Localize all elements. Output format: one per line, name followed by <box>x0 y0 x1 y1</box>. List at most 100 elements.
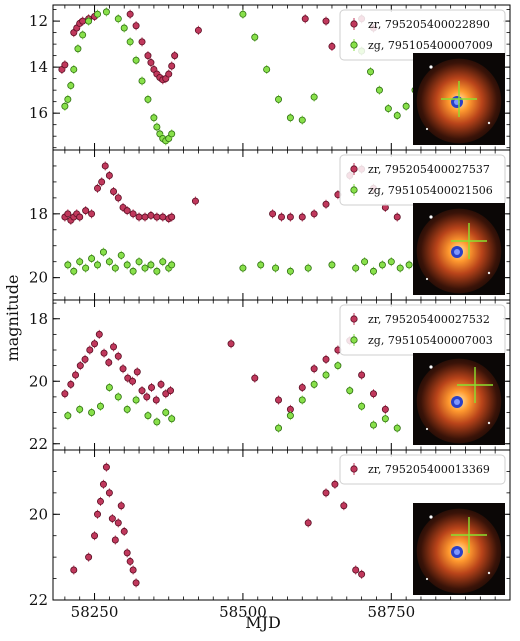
y-tick-label: 20 <box>29 505 48 523</box>
data-point-zr <box>171 52 179 60</box>
data-point-zr <box>88 210 96 218</box>
data-point-zg <box>393 424 401 432</box>
data-point-zr <box>328 42 336 50</box>
data-point-zg <box>141 264 149 272</box>
data-point-zr <box>126 10 134 18</box>
data-point-zg <box>120 24 128 32</box>
data-point-zr <box>322 489 330 497</box>
panel-2: 18 20 zr, 795205400027537 zg, 7951054000215… <box>29 149 511 301</box>
data-point-zg <box>322 371 330 379</box>
data-point-zg <box>117 251 125 259</box>
data-point-zg <box>138 77 146 85</box>
data-point-zg <box>358 402 366 410</box>
data-point-zr <box>143 393 151 401</box>
data-point-zr <box>105 172 113 180</box>
data-point-zg <box>74 45 82 53</box>
data-point-zg <box>272 264 280 272</box>
data-point-zr <box>101 162 109 170</box>
data-point-zg <box>375 86 383 94</box>
data-point-zr <box>119 365 127 373</box>
data-point-zr <box>110 187 118 195</box>
data-point-zr <box>358 570 366 578</box>
data-point-zr <box>76 213 84 221</box>
data-point-zr <box>61 390 69 398</box>
data-point-zr <box>194 26 202 34</box>
data-point-zr <box>144 52 152 60</box>
legend-marker-zr <box>350 315 358 323</box>
data-point-zg <box>105 258 113 266</box>
data-point-zr <box>114 519 122 527</box>
data-point-zg <box>168 130 176 138</box>
data-point-zr <box>110 343 118 351</box>
data-point-zr <box>322 17 330 25</box>
data-point-zg <box>114 393 122 401</box>
data-point-zr <box>95 330 103 338</box>
data-point-zr <box>340 502 348 510</box>
data-point-zr <box>108 515 116 523</box>
data-point-zr <box>117 502 125 510</box>
legend-marker-zr <box>350 20 358 28</box>
x-tick-label: 58500 <box>219 603 267 621</box>
data-point-zr <box>138 38 146 46</box>
data-point-zr <box>133 368 141 376</box>
data-point-zg <box>70 65 78 73</box>
legend-label: zg, 795105400007009 <box>368 39 493 52</box>
data-point-zg <box>114 15 122 23</box>
data-point-zg <box>99 248 107 256</box>
data-point-zg <box>82 264 90 272</box>
data-point-zg <box>286 267 294 275</box>
data-point-zr <box>64 210 72 218</box>
data-point-zr <box>141 213 149 221</box>
data-point-zg <box>298 396 306 404</box>
data-point-zr <box>298 383 306 391</box>
data-point-zr <box>322 200 330 208</box>
data-point-zg <box>263 65 271 73</box>
legend-label: zr, 795205400022890 <box>368 18 490 31</box>
data-point-zg <box>85 17 93 25</box>
data-point-zg <box>123 405 131 413</box>
data-point-zg <box>367 68 375 76</box>
data-point-zr <box>123 207 131 215</box>
data-point-zr <box>129 566 137 574</box>
x-tick-label: 58750 <box>367 603 415 621</box>
x-axis-label: MJD <box>245 613 281 632</box>
data-point-zr <box>157 380 165 388</box>
inset-thumbnail-image <box>413 503 505 595</box>
data-point-zg <box>298 116 306 124</box>
data-point-zr <box>152 396 160 404</box>
data-point-zr <box>86 346 94 354</box>
data-point-zr <box>147 211 155 219</box>
data-point-zr <box>91 340 99 348</box>
legend-marker-zg <box>350 186 358 194</box>
panel-3: 18 20 22 zr, 795205400027532 zg, 79510540000… <box>29 299 511 453</box>
data-point-zr <box>61 61 69 69</box>
data-point-zr <box>105 489 113 497</box>
data-point-zg <box>369 421 377 429</box>
data-point-zg <box>135 258 143 266</box>
data-point-zr <box>304 519 312 527</box>
data-point-zg <box>405 261 413 269</box>
data-point-zr <box>82 207 90 215</box>
data-point-zr <box>167 387 175 395</box>
y-tick-label: 14 <box>29 58 48 76</box>
data-point-zr <box>352 566 360 574</box>
data-point-zg <box>111 264 119 272</box>
data-point-zg <box>64 95 72 103</box>
data-point-zr <box>99 480 107 488</box>
data-point-zr <box>129 377 137 385</box>
data-point-zg <box>153 418 161 426</box>
legend: zr, 795205400027532 zg, 795105400007003 <box>339 304 506 356</box>
panel-frame <box>52 449 511 601</box>
y-tick-label: 22 <box>29 435 48 453</box>
data-point-zg <box>402 102 410 110</box>
data-point-zr <box>153 213 161 221</box>
data-point-zr <box>381 405 389 413</box>
y-axis-label: magnitude <box>3 275 22 362</box>
panel-1: 12 14 16 zr, 795205400022890 zg, 79510540000… <box>29 4 511 151</box>
y-tick-label: 20 <box>29 269 48 287</box>
data-point-zg <box>369 267 377 275</box>
data-point-zr <box>129 210 137 218</box>
data-point-zg <box>153 123 161 131</box>
